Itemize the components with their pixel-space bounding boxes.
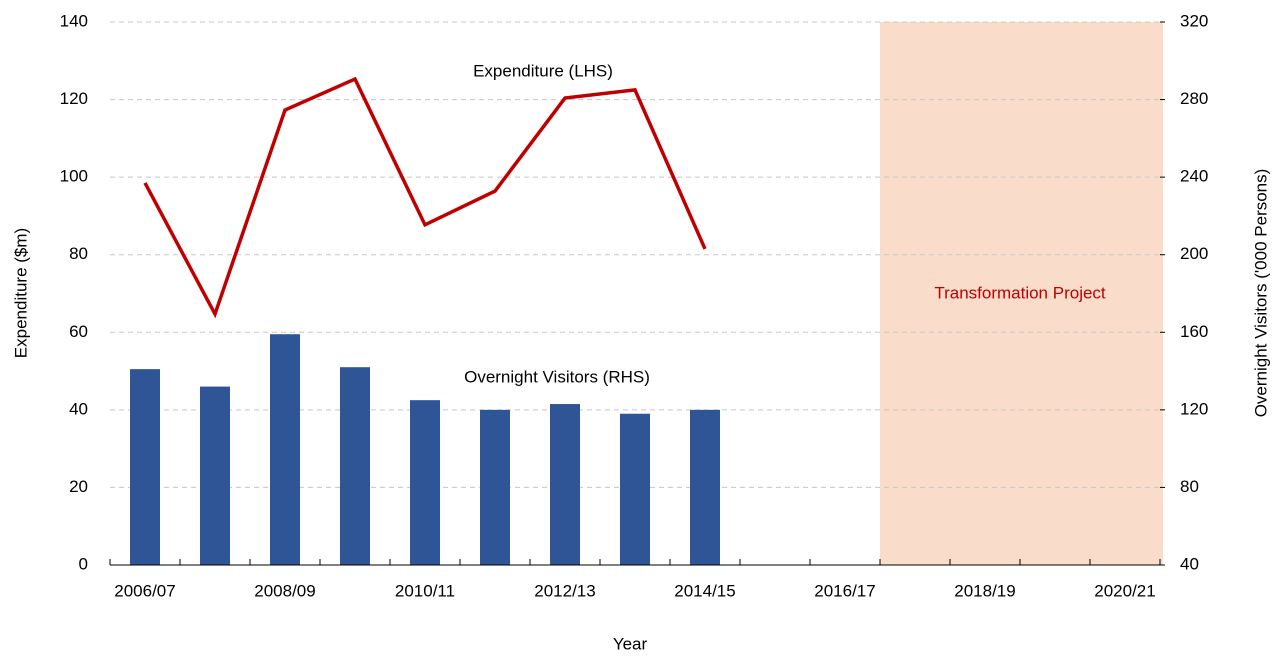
x-tick-label: 2012/13 [534,581,595,600]
bar [270,334,300,565]
y2-tick-label: 200 [1180,244,1208,263]
y2-tick-label: 40 [1180,554,1199,573]
x-tick-label: 2008/09 [254,581,315,600]
x-tick-label: 2010/11 [395,581,455,600]
bar [690,409,720,565]
y2-tick-label: 80 [1180,477,1199,496]
y-axis-title: Expenditure ($m) [11,228,30,358]
y2-tick-label: 120 [1180,399,1208,418]
bar [410,400,440,565]
series-label: Overnight Visitors (RHS) [464,367,650,386]
y2-tick-label: 240 [1180,167,1208,186]
bar [550,404,580,565]
x-tick-label: 2006/07 [114,581,175,600]
line [143,76,707,319]
y-tick-label: 120 [60,89,88,108]
y-tick-label: 20 [69,477,88,496]
x-tick-label: 2016/17 [814,581,875,600]
bar [130,369,160,565]
y2-tick-label: 160 [1180,322,1208,341]
bar [480,409,510,565]
x-tick-label: 2020/21 [1094,581,1155,600]
y-tick-label: 0 [79,554,88,573]
shaded-region [880,22,1163,565]
y2-axis-title: Overnight Visitors ('000 Persons) [1251,169,1270,418]
y2-tick-label: 320 [1180,11,1208,30]
x-tick-label: 2018/19 [954,581,1015,600]
y-tick-label: 60 [69,322,88,341]
y-tick-label: 140 [60,11,88,30]
x-tick-label: 2014/15 [674,581,735,600]
region-label: Transformation Project [934,283,1106,302]
x-axis-title: Year [613,634,648,653]
y-tick-label: 100 [60,167,88,186]
bar [200,386,230,565]
series-label: Expenditure (LHS) [473,61,613,80]
y-tick-label: 80 [69,244,88,263]
bar [620,413,650,565]
y2-tick-label: 280 [1180,89,1208,108]
y-tick-label: 40 [69,399,88,418]
bar [340,367,370,565]
